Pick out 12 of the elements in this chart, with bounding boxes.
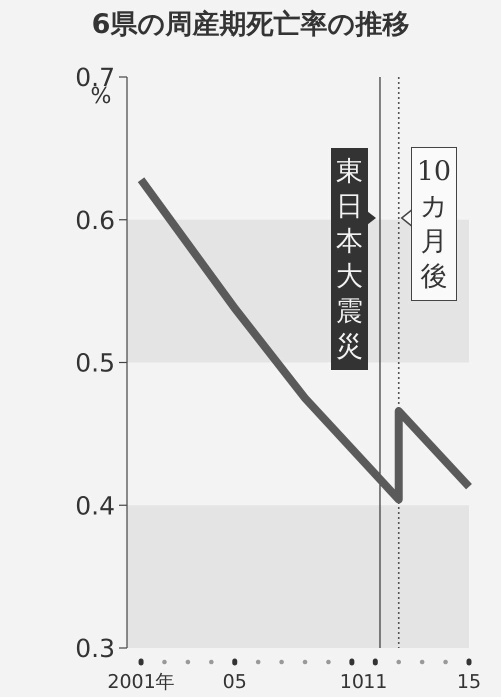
y-tick-label: 0.5 [75, 348, 115, 378]
y-tick-label: 0.6 [75, 206, 115, 235]
y-tick-label: 0.4 [75, 491, 115, 520]
y-tick-label: 0.3 [75, 634, 115, 663]
ref-line-label: 10カ月後 [416, 155, 452, 294]
chart-title: 6県の周産期死亡率の推移 [92, 9, 410, 40]
x-tick-label: 15 [456, 671, 482, 693]
x-tick-label: 05 [222, 671, 247, 693]
x-tick-label: 11 [363, 671, 388, 693]
x-tick-label: 2001年 [107, 671, 175, 693]
ref-line-label: 東日本大震災 [336, 155, 363, 364]
x-tick-label: 10 [340, 671, 364, 693]
